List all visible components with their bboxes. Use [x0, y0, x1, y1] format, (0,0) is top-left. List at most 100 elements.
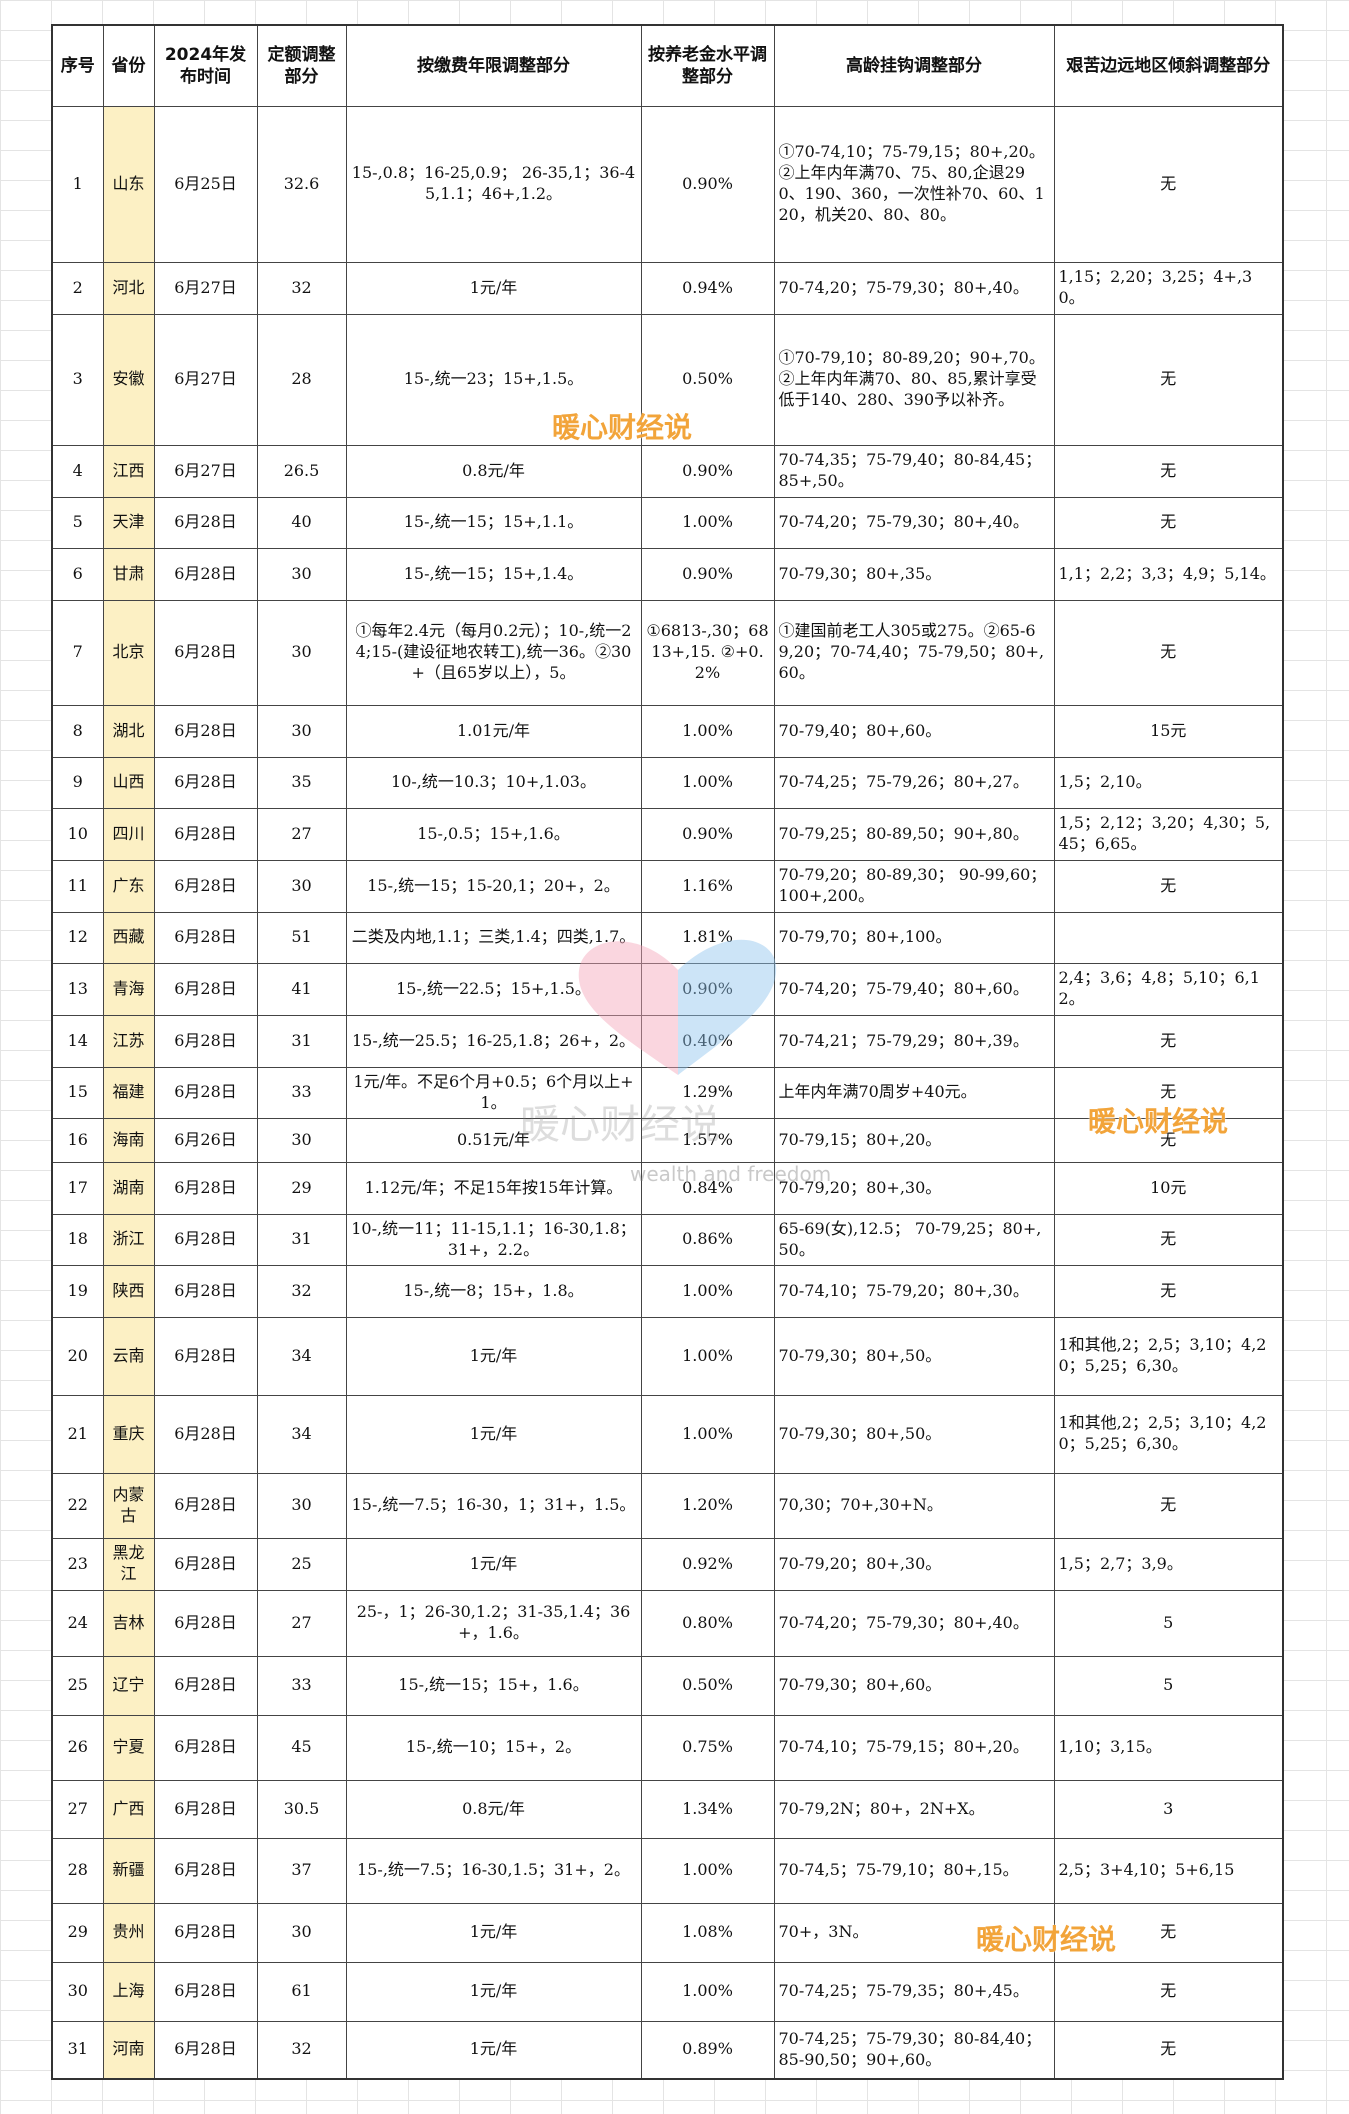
- advanced-age: 70-74,20；75-79,30；80+,40。: [773, 261, 1055, 315]
- contribution-years: 15-,统一15；15+，1.6。: [345, 1655, 642, 1716]
- fixed-amount: 26.5: [256, 444, 347, 498]
- province: 浙江: [102, 1213, 155, 1266]
- fixed-amount: 40: [256, 496, 347, 549]
- fixed-amount: 25: [256, 1537, 347, 1591]
- advanced-age: 70-74,35；75-79,40；80-84,45；85+,50。: [773, 444, 1055, 498]
- remote-area: 3: [1053, 1779, 1284, 1839]
- fixed-amount: 28: [256, 313, 347, 446]
- province: 海南: [102, 1117, 155, 1163]
- province: 重庆: [102, 1394, 155, 1474]
- row-number: 2: [51, 261, 104, 315]
- row-number: 3: [51, 313, 104, 446]
- remote-area: 无: [1053, 1472, 1284, 1539]
- remote-area: 无: [1053, 2020, 1284, 2080]
- release-date: 6月28日: [153, 1837, 258, 1904]
- remote-area: 无: [1053, 1264, 1284, 1318]
- row-number: 14: [51, 1014, 104, 1068]
- advanced-age: 70-79,70；80+,100。: [773, 911, 1055, 964]
- province: 上海: [102, 1961, 155, 2022]
- fixed-amount: 32: [256, 2020, 347, 2080]
- release-date: 6月28日: [153, 1394, 258, 1474]
- advanced-age: 上年内年满70周岁+40元。: [773, 1066, 1055, 1119]
- table-row: 1 山东 6月25日 32.6 15-,0.8；16-25,0.9； 26-35,1；3…: [51, 105, 1284, 263]
- remote-area: 无: [1053, 313, 1284, 446]
- remote-area: 5: [1053, 1589, 1284, 1657]
- release-date: 6月28日: [153, 1902, 258, 1963]
- contribution-years: 10-,统一11；11-15,1.1；16-30,1.8；31+，2.2。: [345, 1213, 642, 1266]
- release-date: 6月28日: [153, 1264, 258, 1318]
- province: 湖北: [102, 704, 155, 758]
- remote-area: 1,5；2,7；3,9。: [1053, 1537, 1284, 1591]
- remote-area: 无: [1053, 1213, 1284, 1266]
- fixed-amount: 34: [256, 1394, 347, 1474]
- release-date: 6月28日: [153, 1589, 258, 1657]
- advanced-age: 70-79,30；80+,50。: [773, 1394, 1055, 1474]
- advanced-age: 70-79,20；80+,30。: [773, 1537, 1055, 1591]
- contribution-years: 15-,统一15；15+,1.4。: [345, 547, 642, 601]
- province: 青海: [102, 962, 155, 1016]
- remote-area: 1,5；2,10。: [1053, 756, 1284, 809]
- pension-level: 0.84%: [640, 1161, 775, 1215]
- remote-area: 无: [1053, 105, 1284, 263]
- column-header: 定额调整部分: [256, 24, 347, 107]
- release-date: 6月27日: [153, 261, 258, 315]
- table-row: 9 山西 6月28日 35 10-,统一10.3；10+,1.03。 1.00% 70-74…: [51, 756, 1284, 809]
- release-date: 6月26日: [153, 1117, 258, 1163]
- release-date: 6月28日: [153, 859, 258, 913]
- column-header: 艰苦边远地区倾斜调整部分: [1053, 24, 1284, 107]
- contribution-years: 15-,统一25.5；16-25,1.8；26+，2。: [345, 1014, 642, 1068]
- advanced-age: ①70-74,10；75-79,15；80+,20。 ②上年内年满70、75、8…: [773, 105, 1055, 263]
- province: 江西: [102, 444, 155, 498]
- table-row: 20 云南 6月28日 34 1元/年 1.00% 70-79,30；80+,50。 1和其他…: [51, 1316, 1284, 1396]
- table-row: 6 甘肃 6月28日 30 15-,统一15；15+,1.4。 0.90% 70-79,30…: [51, 547, 1284, 601]
- table-row: 5 天津 6月28日 40 15-,统一15；15+,1.1。 1.00% 70-74,20…: [51, 496, 1284, 549]
- pension-level: 0.75%: [640, 1714, 775, 1781]
- pension-level: 1.29%: [640, 1066, 775, 1119]
- table-row: 7 北京 6月28日 30 ①每年2.4元（每月0.2元）；10-,统一24;15-(建…: [51, 599, 1284, 706]
- table-row: 3 安徽 6月27日 28 15-,统一23；15+,1.5。 0.50% ①70-79,1…: [51, 313, 1284, 446]
- row-number: 24: [51, 1589, 104, 1657]
- advanced-age: 70-74,25；75-79,26；80+,27。: [773, 756, 1055, 809]
- pension-level: 0.50%: [640, 1655, 775, 1716]
- advanced-age: 70-79,20；80-89,30； 90-99,60；100+,200。: [773, 859, 1055, 913]
- table-body: 1 山东 6月25日 32.6 15-,0.8；16-25,0.9； 26-35,1；3…: [51, 105, 1284, 2080]
- table-row: 25 辽宁 6月28日 33 15-,统一15；15+，1.6。 0.50% 70-79,3…: [51, 1655, 1284, 1716]
- advanced-age: 70-79,30；80+,60。: [773, 1655, 1055, 1716]
- pension-table: 序号 省份 2024年发布时间 定额调整部分 按缴费年限调整部分 按养老金水平调整部分 高龄…: [51, 24, 1284, 2080]
- pension-level: 0.90%: [640, 807, 775, 861]
- release-date: 6月28日: [153, 1213, 258, 1266]
- advanced-age: 70-79,2N；80+，2N+X。: [773, 1779, 1055, 1839]
- province: 西藏: [102, 911, 155, 964]
- fixed-amount: 35: [256, 756, 347, 809]
- release-date: 6月28日: [153, 1779, 258, 1839]
- row-number: 6: [51, 547, 104, 601]
- advanced-age: 70,30；70+,30+N。: [773, 1472, 1055, 1539]
- fixed-amount: 33: [256, 1655, 347, 1716]
- pension-level: 1.08%: [640, 1902, 775, 1963]
- remote-area: 5: [1053, 1655, 1284, 1716]
- pension-level: 1.00%: [640, 704, 775, 758]
- contribution-years: 1.12元/年；不足15年按15年计算。: [345, 1161, 642, 1215]
- province: 陕西: [102, 1264, 155, 1318]
- row-number: 28: [51, 1837, 104, 1904]
- fixed-amount: 29: [256, 1161, 347, 1215]
- column-header: 按养老金水平调整部分: [640, 24, 775, 107]
- contribution-years: 15-,统一15；15+,1.1。: [345, 496, 642, 549]
- province: 甘肃: [102, 547, 155, 601]
- release-date: 6月28日: [153, 599, 258, 706]
- province: 辽宁: [102, 1655, 155, 1716]
- pension-level: 0.90%: [640, 105, 775, 263]
- column-header: 2024年发布时间: [153, 24, 258, 107]
- table-row: 17 湖南 6月28日 29 1.12元/年；不足15年按15年计算。 0.84% 70-7…: [51, 1161, 1284, 1215]
- release-date: 6月28日: [153, 756, 258, 809]
- contribution-years: 1元/年。不足6个月+0.5；6个月以上+1。: [345, 1066, 642, 1119]
- contribution-years: 15-,统一15；15-20,1；20+，2。: [345, 859, 642, 913]
- release-date: 6月25日: [153, 105, 258, 263]
- contribution-years: 0.8元/年: [345, 444, 642, 498]
- advanced-age: 70-79,30；80+,50。: [773, 1316, 1055, 1396]
- province: 吉林: [102, 1589, 155, 1657]
- fixed-amount: 61: [256, 1961, 347, 2022]
- pension-level: 0.90%: [640, 444, 775, 498]
- fixed-amount: 30.5: [256, 1779, 347, 1839]
